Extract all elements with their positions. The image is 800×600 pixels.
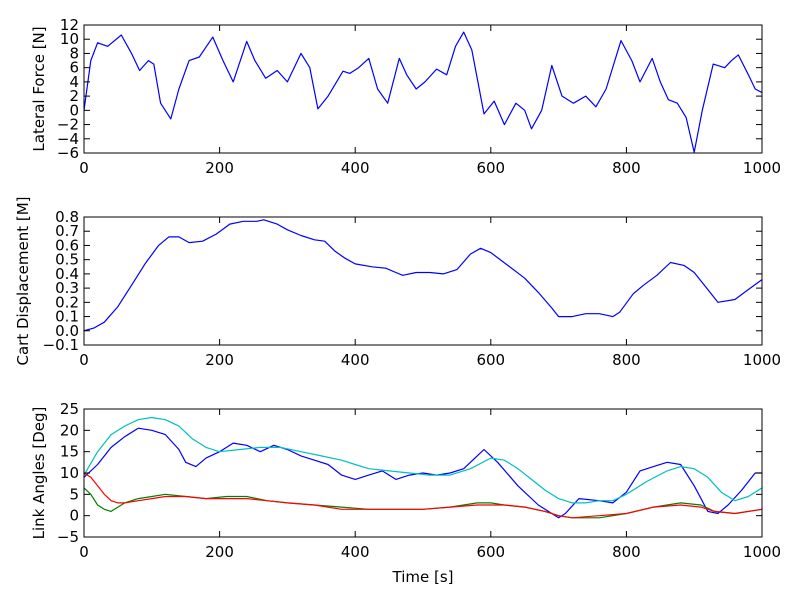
link-angles-ytick-label: −5 — [57, 528, 79, 546]
cart-displacement-panel: 0 200 400 600 800 1000−0.10.00.10.20.30.40.50… — [14, 196, 781, 369]
lateral-force-xtick-label: 1000 — [743, 159, 781, 177]
lateral-force-ylabel: Lateral Force [N] — [30, 26, 48, 151]
lateral-force-ytick-label: 12 — [60, 16, 79, 34]
lateral-force-axes-frame — [83, 24, 763, 154]
link-angles-xtick-label: 600 — [476, 543, 505, 561]
link-angles-ylabel: Link Angles [Deg] — [30, 407, 48, 540]
cart-displacement-ytick-label: 0.3 — [55, 279, 79, 297]
lateral-force-ytick-label: −2 — [57, 116, 79, 134]
cart-displacement-xtick-label: 600 — [476, 351, 505, 369]
link-angles-series-link-3 — [84, 487, 762, 519]
lateral-force-xtick-label: 0 — [79, 159, 89, 177]
lateral-force-ytick-label: 4 — [69, 73, 79, 91]
cart-displacement-ylabel: Cart Displacement [M] — [14, 196, 32, 365]
link-angles-ytick-label: 5 — [69, 485, 79, 503]
lateral-force-ytick-label: 6 — [69, 59, 79, 77]
link-angles-xlabel: Time [s] — [392, 568, 454, 586]
cart-displacement-ytick-label: 0.5 — [55, 251, 79, 269]
cart-displacement-ytick-label: 0.6 — [55, 236, 79, 254]
cart-displacement-xtick-label: 1000 — [743, 351, 781, 369]
cart-displacement-ytick-label: 0.4 — [55, 265, 79, 283]
cart-displacement-xtick-label: 400 — [341, 351, 370, 369]
cart-displacement-xtick-label: 0 — [79, 351, 89, 369]
lateral-force-xtick-label: 800 — [612, 159, 641, 177]
cart-displacement-ytick-label: −0.1 — [43, 336, 79, 354]
link-angles-xtick-label: 0 — [79, 543, 89, 561]
lateral-force-panel: 0 200 400 600 800 1000−6−4−2024681012Lateral … — [30, 16, 781, 177]
lateral-force-ytick-label: 2 — [69, 87, 79, 105]
lateral-force-series-force — [84, 31, 762, 153]
link-angles-ytick-label: 20 — [60, 421, 79, 439]
link-angles-ytick-label: 15 — [60, 443, 79, 461]
cart-displacement-series-displacement — [84, 219, 762, 332]
link-angles-ytick-label: 25 — [60, 400, 79, 418]
cart-displacement-axes-frame — [83, 216, 763, 346]
cart-displacement-ytick-label: 0.0 — [55, 322, 79, 340]
link-angles-series-link-1 — [84, 427, 762, 519]
link-angles-ytick-label: 0 — [69, 507, 79, 525]
link-angles-series-link-4 — [84, 472, 762, 519]
cart-displacement-xtick-label: 200 — [205, 351, 234, 369]
link-angles-series-link-2 — [84, 416, 762, 504]
cart-displacement-ytick-label: 0.8 — [55, 208, 79, 226]
link-angles-xtick-label: 800 — [612, 543, 641, 561]
lateral-force-xtick-label: 400 — [341, 159, 370, 177]
cart-displacement-ytick-label: 0.1 — [55, 308, 79, 326]
link-angles-ytick-label: 10 — [60, 464, 79, 482]
link-angles-xtick-label: 400 — [341, 543, 370, 561]
cart-displacement-xtick-label: 800 — [612, 351, 641, 369]
cart-displacement-ytick-label: 0.7 — [55, 222, 79, 240]
lateral-force-ytick-label: −4 — [57, 130, 79, 148]
lateral-force-ytick-label: 8 — [69, 44, 79, 62]
lateral-force-ytick-label: 0 — [69, 101, 79, 119]
lateral-force-xtick-label: 200 — [205, 159, 234, 177]
link-angles-xtick-label: 200 — [205, 543, 234, 561]
link-angles-xtick-label: 1000 — [743, 543, 781, 561]
lateral-force-ytick-label: −6 — [57, 144, 79, 162]
lateral-force-xtick-label: 600 — [476, 159, 505, 177]
lateral-force-ytick-label: 10 — [60, 30, 79, 48]
cart-displacement-ytick-label: 0.2 — [55, 293, 79, 311]
